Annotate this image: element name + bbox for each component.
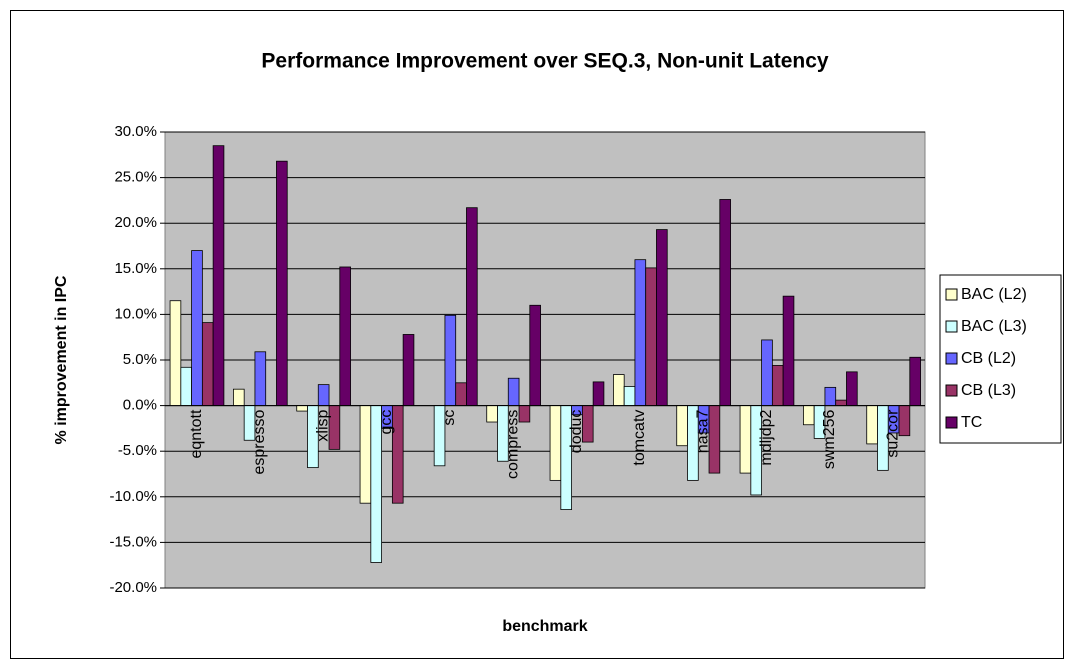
bar [254,351,267,406]
bar [455,382,467,406]
y-tick-label: -20.0% [109,579,157,596]
bar [507,377,520,406]
bar [719,199,731,407]
bar [529,304,541,406]
x-tick-label: nasa7 [695,409,712,453]
bar [782,295,795,407]
x-tick-label: swm256 [821,409,838,469]
bar [444,314,457,407]
bar [656,229,668,407]
bar [761,339,773,407]
y-tick-label: 15.0% [114,260,157,277]
legend-swatch [945,384,958,397]
y-tick-label: 5.0% [123,351,157,368]
y-tick-label: 0.0% [123,397,157,414]
bar [771,365,784,406]
bar [613,374,625,407]
y-tick-label: 25.0% [114,169,157,186]
bar [634,259,647,406]
bar [232,388,245,406]
bar [201,322,214,406]
legend-swatch [945,320,958,333]
bar [909,356,921,407]
bar [180,366,192,406]
y-tick-label: 10.0% [114,305,157,322]
bar [276,160,288,407]
legend-label: BAC (L2) [961,286,1027,303]
y-tick-label: 30.0% [114,123,157,140]
x-tick-label: compress [505,410,522,479]
bar [549,405,562,481]
bar [359,405,372,504]
bar [623,386,636,406]
bar [466,207,478,407]
x-tick-label: sc [441,410,458,426]
bar [835,399,847,406]
bar [317,384,330,406]
y-axis-label: % improvement in IPC [53,275,70,444]
bar [645,267,657,407]
legend-swatch [945,352,958,365]
legend-label: TC [961,414,982,431]
bar [866,405,878,445]
legend-box [939,274,1062,444]
x-tick-label: doduc [568,410,585,454]
bar [803,405,815,426]
x-tick-label: gcc [378,410,395,435]
y-tick-label: 20.0% [114,214,157,231]
bar [676,405,688,447]
legend-swatch [945,288,958,301]
bar [296,405,308,412]
legend-label: BAC (L3) [961,318,1027,335]
legend-label: CB (L3) [961,382,1016,399]
bar [191,250,203,406]
chart-title: Performance Improvement over SEQ.3, Non-… [261,50,828,73]
y-tick-label: -15.0% [109,533,157,550]
bar [592,381,605,407]
bar [402,334,415,406]
y-tick-label: -5.0% [118,442,157,459]
x-tick-label: mdljdp2 [758,409,775,465]
x-tick-label: eqntott [188,409,205,458]
y-tick-label: -10.0% [109,488,157,505]
bar [846,371,858,406]
bar [739,405,752,474]
x-tick-label: su2cor [885,409,902,458]
bar [169,300,182,406]
x-axis-label: benchmark [502,618,587,635]
bar [212,145,225,407]
bar [486,405,498,423]
legend-swatch [945,416,958,429]
bar [824,386,837,406]
legend-label: CB (L2) [961,350,1016,367]
bar [339,266,351,407]
x-tick-label: xlisp [315,410,332,442]
x-tick-label: tomcatv [631,410,648,466]
x-tick-label: espresso [251,409,268,474]
